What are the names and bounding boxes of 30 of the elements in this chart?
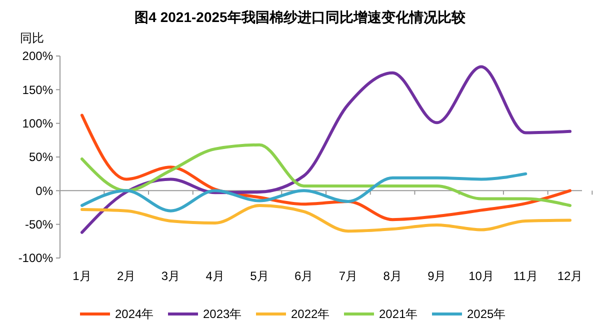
x-tick-label: 5月 — [250, 269, 269, 283]
x-tick-label: 9月 — [428, 269, 446, 283]
line-series — [80, 65, 572, 234]
y-tick-label: -100% — [18, 251, 54, 266]
line-series — [80, 143, 572, 207]
x-tick-label: 7月 — [338, 269, 358, 283]
legend-label: 2024年 — [115, 307, 154, 322]
y-tick-label: 50% — [28, 150, 54, 164]
y-tick-label: 100% — [22, 116, 54, 131]
y-tick-label: 150% — [22, 82, 54, 97]
x-tick-label: 3月 — [161, 269, 180, 283]
x-tick-label: 2月 — [117, 269, 136, 283]
chart-title: 图4 2021-2025年我国棉纱进口同比增速变化情况比较 — [134, 9, 466, 25]
legend-label: 2021年 — [379, 307, 418, 322]
x-tick-label: 4月 — [206, 269, 224, 283]
x-tick-label: 1月 — [72, 269, 92, 283]
legend-label: 2023年 — [203, 307, 242, 322]
x-tick-label: 6月 — [294, 269, 314, 283]
y-tick-label: 200% — [22, 49, 54, 64]
x-tick-label: 10月 — [468, 269, 494, 283]
legend-label: 2025年 — [467, 307, 506, 322]
line-series — [80, 204, 572, 233]
x-tick-label: 8月 — [383, 269, 402, 283]
x-tick-label: 12月 — [557, 269, 583, 283]
line-series — [80, 172, 528, 212]
x-tick-label: 11月 — [513, 269, 538, 283]
y-tick-label: 0% — [36, 184, 54, 198]
y-axis-title: 同比 — [20, 31, 44, 45]
y-tick-label: -50% — [24, 218, 54, 232]
legend-label: 2022年 — [291, 307, 330, 322]
